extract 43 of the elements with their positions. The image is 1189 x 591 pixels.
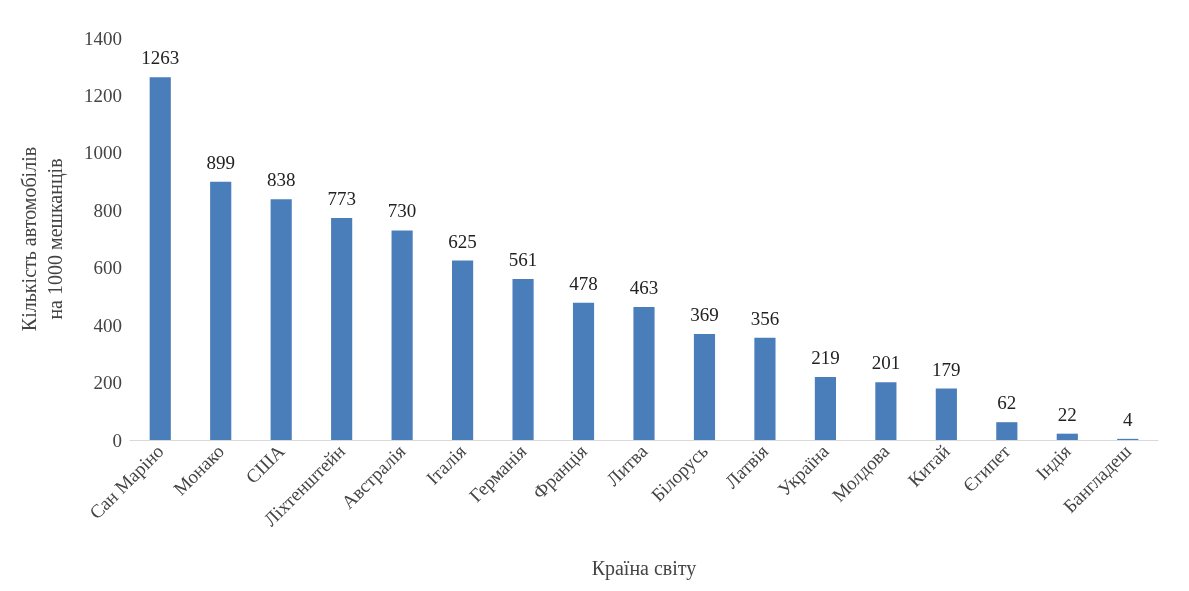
data-label: 179 [932, 358, 961, 380]
bar [572, 302, 595, 440]
bar [1056, 433, 1078, 440]
data-label: 625 [448, 230, 477, 252]
x-axis-title: Країна світу [591, 557, 697, 580]
bar [996, 422, 1018, 440]
data-label: 356 [750, 307, 780, 329]
bar [875, 382, 897, 440]
data-label: 62 [997, 392, 1017, 414]
data-label: 1263 [141, 47, 180, 69]
bar [331, 218, 353, 440]
data-label: 4 [1123, 408, 1134, 430]
y-tick-label: 1200 [84, 84, 122, 106]
y-tick-label: 1400 [84, 27, 122, 49]
y-tick-label: 0 [112, 429, 122, 451]
bar [512, 278, 534, 440]
data-label: 201 [871, 352, 901, 374]
bar [693, 334, 716, 440]
y-axis-title: Кількість автомобілів на 1000 мешканців [18, 146, 67, 332]
bar [754, 337, 776, 440]
data-label: 561 [508, 248, 538, 270]
bar [452, 260, 474, 440]
data-label: 478 [569, 272, 598, 294]
bar [633, 307, 655, 440]
bar [814, 377, 836, 440]
y-tick-label: 1000 [84, 142, 122, 164]
data-label: 369 [690, 304, 719, 326]
y-tick-label: 800 [93, 199, 122, 221]
data-label: 838 [266, 169, 296, 191]
data-label: 219 [811, 347, 840, 369]
bar [391, 230, 413, 440]
data-label: 22 [1057, 403, 1077, 425]
data-label: 773 [327, 188, 356, 210]
y-tick-label: 400 [93, 314, 122, 336]
bar [935, 388, 957, 440]
bar [270, 199, 292, 440]
bar [210, 181, 232, 440]
data-label: 463 [629, 277, 659, 299]
y-tick-label: 200 [93, 372, 122, 394]
bar [149, 77, 171, 440]
y-tick-label: 600 [93, 257, 122, 279]
data-label: 730 [387, 200, 417, 222]
data-label: 899 [206, 151, 235, 173]
